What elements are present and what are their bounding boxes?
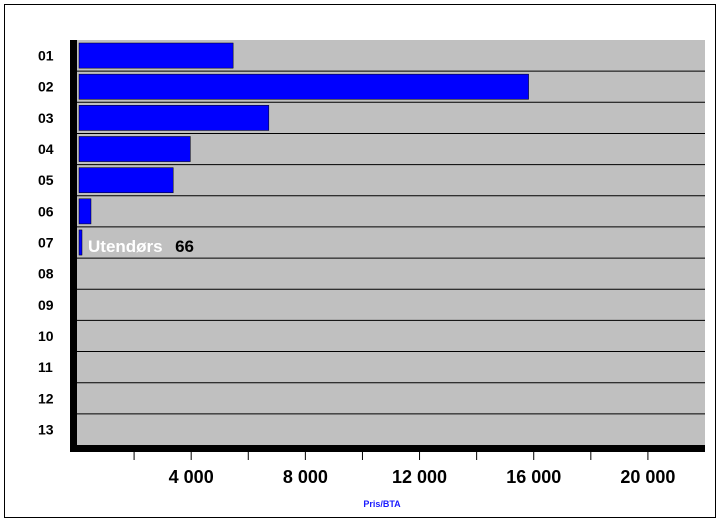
bar-02 <box>78 73 529 100</box>
category-label-07: 07 <box>38 235 54 251</box>
category-label-10: 10 <box>38 328 54 344</box>
x-tick-label: 16 000 <box>506 467 561 487</box>
category-label-01: 01 <box>38 48 54 64</box>
category-label-04: 04 <box>38 141 54 157</box>
x-tick-label: 4 000 <box>169 467 214 487</box>
bar-06 <box>78 198 92 225</box>
x-axis-title: Pris/BTA <box>363 499 401 509</box>
x-tick-label: 8 000 <box>283 467 328 487</box>
category-label-11: 11 <box>38 359 53 375</box>
bar-03 <box>78 105 270 131</box>
bar-04 <box>78 136 191 162</box>
plot-area <box>77 40 705 445</box>
category-label-09: 09 <box>38 297 54 313</box>
x-axis-line <box>70 445 705 452</box>
x-tick-label: 12 000 <box>392 467 447 487</box>
bar-07 <box>78 229 83 256</box>
gridlines <box>77 70 705 415</box>
category-label-12: 12 <box>38 390 54 406</box>
category-label-05: 05 <box>38 172 54 188</box>
x-tick-labels: 4 000 8 000 12 000 16 000 20 000 <box>169 467 676 487</box>
category-label-02: 02 <box>38 79 54 95</box>
x-ticks <box>133 452 649 460</box>
category-label-13: 13 <box>38 421 54 437</box>
y-axis-line <box>70 40 77 451</box>
category-labels: 01 02 03 04 05 06 07 08 09 10 11 12 13 <box>38 48 54 438</box>
bars <box>78 42 529 256</box>
annotation-value: 66 <box>175 237 194 256</box>
category-label-06: 06 <box>38 203 54 219</box>
category-label-03: 03 <box>38 110 54 126</box>
annotation-name: Utendørs <box>88 237 163 256</box>
x-tick-label: 20 000 <box>620 467 675 487</box>
category-label-08: 08 <box>38 266 54 282</box>
bar-05 <box>78 167 174 194</box>
bar-01 <box>78 42 234 69</box>
annotation: Utendørs 66 <box>88 237 194 256</box>
